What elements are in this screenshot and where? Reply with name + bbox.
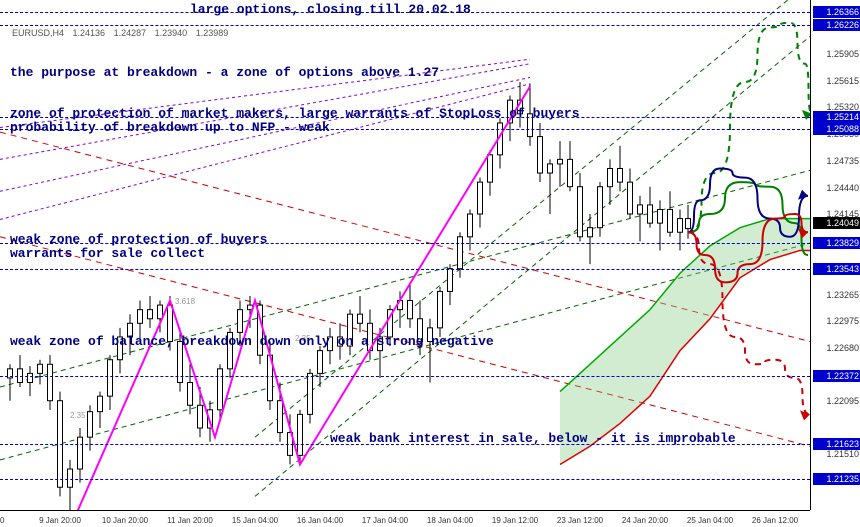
price-level-box: 1.26366 xyxy=(813,6,860,18)
time-tick: 15 Jan 04:00 xyxy=(232,516,278,525)
price-tick: 1.21510 xyxy=(826,449,859,459)
fib-label: 2.35 xyxy=(70,411,86,420)
time-tick: 23 Jan 12:00 xyxy=(557,516,603,525)
horizontal-level xyxy=(0,479,810,480)
ohlc-h: 1.24287 xyxy=(114,28,147,38)
price-level-box: 1.21235 xyxy=(813,473,860,485)
price-level-box: 1.26226 xyxy=(813,19,860,31)
price-level-box: 1.21623 xyxy=(813,438,860,450)
time-tick: 11 Jan 20:00 xyxy=(167,516,213,525)
time-axis: 00 9 Jan 20:00 10 Jan 20:00 11 Jan 20:00 15 … xyxy=(0,510,810,527)
ohlc-c: 1.23989 xyxy=(196,28,229,38)
price-tick: 1.24735 xyxy=(826,156,859,166)
ticker-bar: EURUSD,H4 1.24136 1.24287 1.23940 1.2398… xyxy=(10,28,230,38)
chart-annotation: warrants for sale collect xyxy=(10,246,205,261)
horizontal-level xyxy=(0,25,810,26)
symbol: EURUSD,H4 xyxy=(12,28,64,38)
fib-label: 3.618 xyxy=(175,297,195,306)
chart-annotation: probability of breakdown up to NFP - wea… xyxy=(10,120,330,135)
time-tick: 25 Jan 04:00 xyxy=(687,516,733,525)
time-tick: 19 Jan 12:00 xyxy=(492,516,538,525)
time-tick: 10 Jan 20:00 xyxy=(102,516,148,525)
price-level-box: 1.22372 xyxy=(813,370,860,382)
price-level-box: 1.24049 xyxy=(813,217,860,229)
chart-annotation: zone of protection of market makers, lar… xyxy=(10,106,580,121)
price-tick: 1.22095 xyxy=(826,396,859,406)
price-tick: 1.25615 xyxy=(826,76,859,86)
time-tick: 18 Jan 04:00 xyxy=(427,516,473,525)
time-tick: 26 Jan 12:00 xyxy=(752,516,798,525)
time-tick: 17 Jan 04:00 xyxy=(362,516,408,525)
price-level-box: 1.25214 xyxy=(813,111,860,123)
price-level-box: 1.23829 xyxy=(813,237,860,249)
price-tick: 1.22975 xyxy=(826,316,859,326)
horizontal-level xyxy=(0,269,810,270)
time-tick: 16 Jan 04:00 xyxy=(297,516,343,525)
horizontal-level xyxy=(0,376,810,377)
price-tick: 1.23265 xyxy=(826,290,859,300)
time-tick: 00 xyxy=(0,516,4,525)
price-axis: 1.259051.256151.253201.250301.247351.244… xyxy=(810,0,860,510)
time-tick: 9 Jan 20:00 xyxy=(39,516,81,525)
price-tick: 1.22680 xyxy=(826,343,859,353)
price-tick: 1.24440 xyxy=(826,183,859,193)
time-tick: 24 Jan 20:00 xyxy=(622,516,668,525)
chart-annotation: weak zone of balance, breakdown down onl… xyxy=(10,334,494,349)
price-level-box: 1.23543 xyxy=(813,263,860,275)
chart-plot-area[interactable]: EURUSD,H4 1.24136 1.24287 1.23940 1.2398… xyxy=(0,0,810,510)
chart-annotation: weak zone of protection of buyers xyxy=(10,232,267,247)
price-level-box: 1.25088 xyxy=(813,123,860,135)
chart-annotation: the purpose at breakdown - a zone of opt… xyxy=(10,65,439,80)
chart-annotation: large options, closing till 20.02.18 xyxy=(190,2,471,17)
price-tick: 1.25905 xyxy=(826,49,859,59)
ohlc-o: 1.24136 xyxy=(73,28,106,38)
ohlc-l: 1.23940 xyxy=(155,28,188,38)
chart-annotation: weak bank interest in sale, below - it i… xyxy=(330,431,736,446)
